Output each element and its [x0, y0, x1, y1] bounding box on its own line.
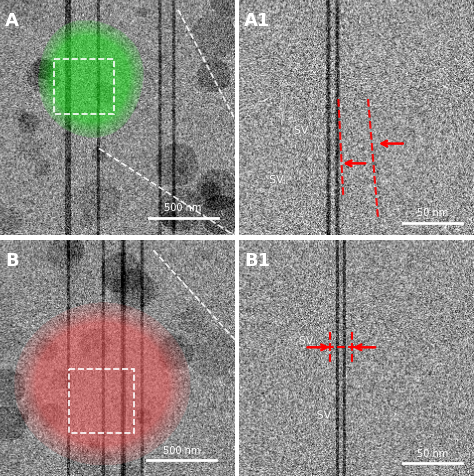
- Text: SV: SV: [317, 411, 331, 421]
- Text: 500 nm: 500 nm: [164, 203, 202, 213]
- Text: 50 nm: 50 nm: [417, 208, 448, 218]
- Text: SV: SV: [299, 337, 313, 347]
- Text: B1: B1: [244, 252, 271, 270]
- Text: 50 nm: 50 nm: [417, 449, 448, 459]
- Bar: [69, 369, 134, 434]
- Text: A: A: [5, 12, 19, 30]
- Text: A1: A1: [244, 12, 271, 30]
- Text: SV: SV: [269, 175, 284, 185]
- Text: 500 nm: 500 nm: [163, 446, 200, 456]
- Text: SV: SV: [294, 126, 309, 136]
- Bar: [55, 60, 114, 114]
- Text: B: B: [5, 252, 18, 270]
